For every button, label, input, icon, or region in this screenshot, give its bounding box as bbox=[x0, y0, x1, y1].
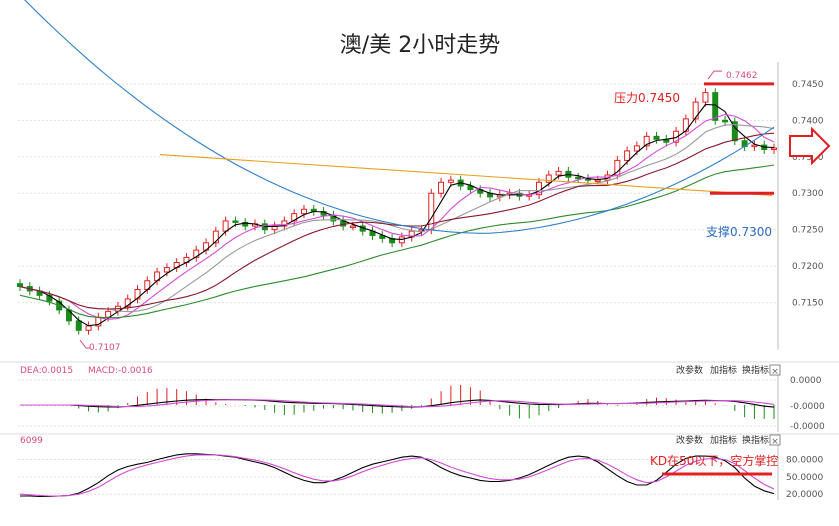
candle-body bbox=[555, 170, 562, 176]
kd-k-line bbox=[20, 453, 775, 498]
candle-body bbox=[771, 147, 777, 151]
macd-toolbar: 改参数 加指标 换指标 × bbox=[676, 364, 781, 377]
candle-body bbox=[212, 230, 219, 244]
candle-body bbox=[291, 213, 298, 222]
macd-change-params-button[interactable]: 改参数 bbox=[676, 364, 703, 376]
candle-body bbox=[682, 118, 689, 132]
candle-body bbox=[722, 119, 729, 123]
ma-gray-line bbox=[19, 124, 775, 313]
support-label: 支撑0.7300 bbox=[706, 224, 772, 239]
ma-orange-line bbox=[159, 154, 773, 196]
macd-y-tick-label: -0.0000 bbox=[790, 402, 825, 412]
candle-body bbox=[242, 221, 249, 227]
candle-body bbox=[731, 121, 738, 142]
candle-body bbox=[222, 220, 229, 232]
kd-close-icon[interactable] bbox=[769, 434, 781, 446]
low-marker-icon bbox=[79, 339, 90, 349]
kd-panel: 80.0000 50.0000 20.0000 bbox=[0, 433, 839, 500]
macd-panel: 0.0000 -0.0000 -0.0000 bbox=[0, 361, 839, 432]
candle-body bbox=[418, 229, 425, 232]
price-y-tick-label: 0.7350 bbox=[792, 153, 824, 163]
candle-body bbox=[349, 225, 356, 229]
price-panel: 0.7450 0.7400 0.7350 0.7300 0.7250 0.7200 0.71… bbox=[17, 0, 824, 350]
price-y-tick-label: 0.7200 bbox=[792, 262, 824, 272]
candle-body bbox=[232, 220, 239, 223]
candle-body bbox=[692, 101, 699, 120]
candle-body bbox=[17, 283, 23, 288]
candle-body bbox=[467, 185, 474, 191]
ma-blue-line bbox=[24, 0, 775, 234]
kd-add-indicator-button[interactable]: 加指标 bbox=[710, 434, 737, 446]
price-y-tick-label: 0.7250 bbox=[792, 226, 824, 236]
ma-mid-line bbox=[19, 113, 775, 320]
macd-switch-indicator-button[interactable]: 换指标 bbox=[742, 364, 769, 376]
price-y-tick-label: 0.7300 bbox=[792, 189, 824, 199]
candle-body bbox=[124, 298, 131, 307]
low-price-label: 0.7107 bbox=[89, 343, 121, 353]
candle-body bbox=[134, 288, 141, 300]
ma-slow-line bbox=[19, 132, 775, 310]
candle-body bbox=[575, 176, 582, 180]
macd-close-icon[interactable] bbox=[769, 364, 781, 376]
kd-y-tick-label: 50.0000 bbox=[786, 473, 823, 483]
candle-body bbox=[300, 208, 307, 215]
candle-body bbox=[751, 144, 758, 148]
candle-body bbox=[643, 135, 650, 147]
direction-arrow-icon bbox=[789, 126, 831, 166]
macd-close-glyph: × bbox=[771, 367, 779, 377]
kd-toolbar: 改参数 加指标 换指标 × bbox=[676, 434, 781, 447]
candle-body bbox=[624, 150, 631, 161]
kd-legend: 6099 bbox=[20, 436, 43, 446]
price-y-tick-label: 0.7400 bbox=[792, 116, 824, 126]
candle-body bbox=[702, 92, 709, 103]
price-y-tick-label: 0.7150 bbox=[792, 299, 824, 309]
candle-body bbox=[673, 130, 680, 143]
candle-body bbox=[545, 174, 552, 183]
macd-diff-line bbox=[20, 399, 775, 408]
candle-body bbox=[594, 179, 601, 183]
price-y-tick-label: 0.7450 bbox=[792, 80, 824, 90]
candle-body bbox=[105, 310, 112, 318]
dea-legend: DEA:0.0015 bbox=[20, 366, 73, 376]
ma-green-line bbox=[19, 164, 775, 319]
resistance-label: 压力0.7450 bbox=[614, 91, 680, 105]
macd-dea-line bbox=[20, 399, 775, 408]
kd-switch-indicator-button[interactable]: 换指标 bbox=[742, 434, 769, 446]
kd-y-tick-label: 20.0000 bbox=[786, 490, 823, 500]
kd-y-tick-label: 80.0000 bbox=[786, 456, 823, 466]
ma-fast-line bbox=[19, 103, 775, 327]
candle-body bbox=[75, 320, 82, 331]
kd-close-glyph: × bbox=[771, 437, 779, 447]
candle-body bbox=[535, 181, 542, 196]
high-price-label: 0.7462 bbox=[726, 71, 758, 81]
macd-y-tick-label: 0.0000 bbox=[790, 376, 822, 386]
kd-annotation: KD在50以下，空方掌控 bbox=[650, 453, 778, 468]
kd-d-line bbox=[19, 454, 775, 497]
macd-legend: MACD:-0.0016 bbox=[88, 366, 153, 376]
candle-body bbox=[85, 325, 92, 331]
kd-change-params-button[interactable]: 改参数 bbox=[676, 434, 703, 446]
high-marker-icon bbox=[707, 70, 722, 80]
macd-add-indicator-button[interactable]: 加指标 bbox=[710, 364, 737, 376]
candle-body bbox=[193, 249, 200, 258]
candle-body bbox=[653, 135, 660, 140]
candle-body bbox=[633, 145, 640, 152]
macd-y-tick-label: -0.0000 bbox=[790, 422, 825, 432]
chart-title: 澳/美 2小时走势 bbox=[340, 33, 500, 58]
candle-body bbox=[438, 181, 445, 194]
candle-body bbox=[163, 267, 170, 273]
candle-body bbox=[447, 179, 454, 183]
